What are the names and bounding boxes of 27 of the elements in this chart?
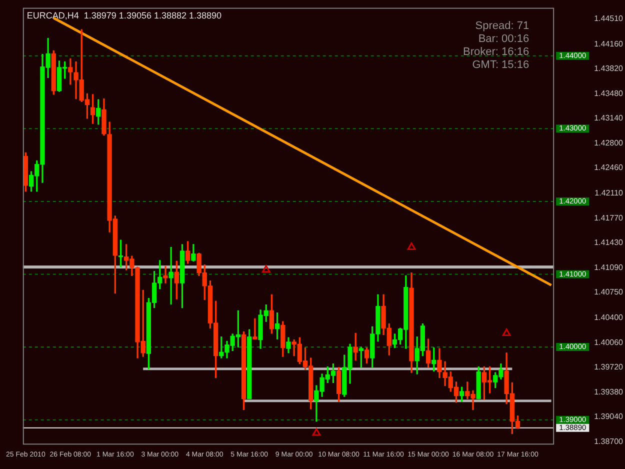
y-tick-label: 1.43140 <box>594 114 624 123</box>
point <box>312 428 321 436</box>
y-tick-label: 1.40750 <box>594 288 624 297</box>
y-tick-label: 1.42460 <box>594 163 624 172</box>
y-tick-label: 1.42110 <box>594 188 624 198</box>
y-tick-label: 1.43480 <box>594 88 624 98</box>
annotation: Broker: 16:16 <box>463 46 530 58</box>
y-tick-label: 1.39040 <box>594 412 624 422</box>
y-tick-label: 1.39720 <box>594 362 624 372</box>
y-tick-label: 1.41770 <box>594 213 624 222</box>
y-tick-label: 1.42800 <box>594 138 624 148</box>
y-tick-label: 1.43820 <box>594 64 624 74</box>
y-tick-label: 1.40060 <box>594 338 624 347</box>
y-tick-label: 1.41430 <box>594 238 624 248</box>
y-tick-label: 1.41090 <box>594 262 624 272</box>
annotation: Bar: 00:16 <box>478 32 530 45</box>
y-tick-label: 1.40400 <box>594 313 624 322</box>
point <box>262 265 270 273</box>
annotation: GMT: 15:16 <box>472 58 530 71</box>
y-tick-label: 1.44160 <box>594 39 624 48</box>
annotation: Spread: 71 <box>475 20 530 32</box>
point <box>407 242 416 250</box>
point <box>502 328 511 336</box>
chart-title: EURCAD,H4 1.38979 1.39056 1.38882 1.38890 <box>26 10 222 20</box>
y-tick-label: 1.38700 <box>594 436 624 446</box>
y-tick-label: 1.39380 <box>594 387 624 396</box>
y-tick-label: 1.44510 <box>594 14 624 23</box>
